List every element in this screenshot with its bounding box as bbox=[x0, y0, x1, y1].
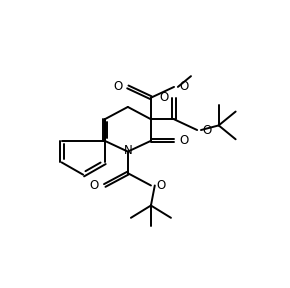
Text: O: O bbox=[160, 91, 169, 104]
Text: O: O bbox=[180, 80, 189, 93]
Text: O: O bbox=[202, 124, 212, 137]
Text: O: O bbox=[113, 80, 122, 93]
Text: N: N bbox=[124, 144, 132, 157]
Text: O: O bbox=[89, 179, 99, 192]
Text: O: O bbox=[156, 179, 166, 192]
Text: O: O bbox=[180, 134, 189, 147]
